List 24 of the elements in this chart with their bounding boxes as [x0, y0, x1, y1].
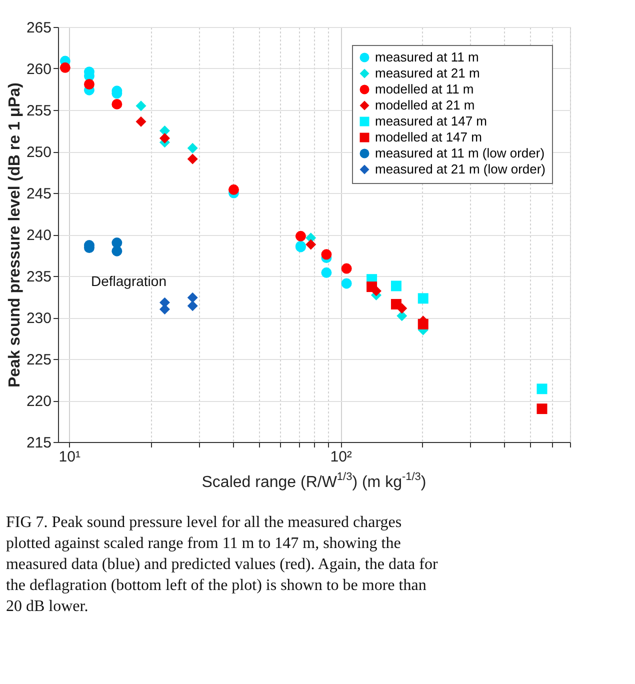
y-tick-label: 245 — [26, 186, 52, 202]
legend-label: modelled at 147 m — [375, 130, 482, 144]
legend-label: modelled at 21 m — [375, 98, 475, 112]
x-tick-label: 10² — [330, 448, 352, 466]
caption: FIG 7. Peak sound pressure level for all the measured charges plotted against scaled range from 11 m to 147 m, showing the measured data (blue) and predicted values (red). Again, the data for the deflagration (bottom left of the plot) is shown to be more than 20 dB lower. — [6, 514, 438, 615]
y-tick-label: 255 — [26, 102, 52, 120]
y-tick-label: 240 — [26, 227, 52, 244]
legend-label: measured at 11 m (low order) — [375, 146, 545, 160]
legend-label: measured at 147 m — [375, 114, 488, 128]
y-tick-label: 225 — [26, 352, 52, 368]
annotation: Deflagration — [91, 273, 166, 289]
y-tick-label: 215 — [26, 434, 52, 452]
legend-label: measured at 21 m — [375, 66, 480, 80]
y-tick-label: 260 — [26, 61, 52, 78]
y-tick-label: 220 — [26, 393, 52, 410]
y-tick-label: 235 — [26, 268, 52, 286]
y-tick-label: 265 — [26, 20, 52, 36]
legend-label: measured at 21 m (low order) — [375, 162, 546, 176]
legend-label: measured at 11 m — [375, 50, 479, 64]
y-tick-label: 250 — [26, 144, 52, 161]
y-axis-title: Peak sound pressure level (dB re 1 μPa) — [6, 82, 24, 388]
y-tick-label: 230 — [26, 310, 52, 327]
x-tick-label: 10¹ — [58, 448, 80, 466]
legend-label: modelled at 11 m — [375, 82, 474, 96]
